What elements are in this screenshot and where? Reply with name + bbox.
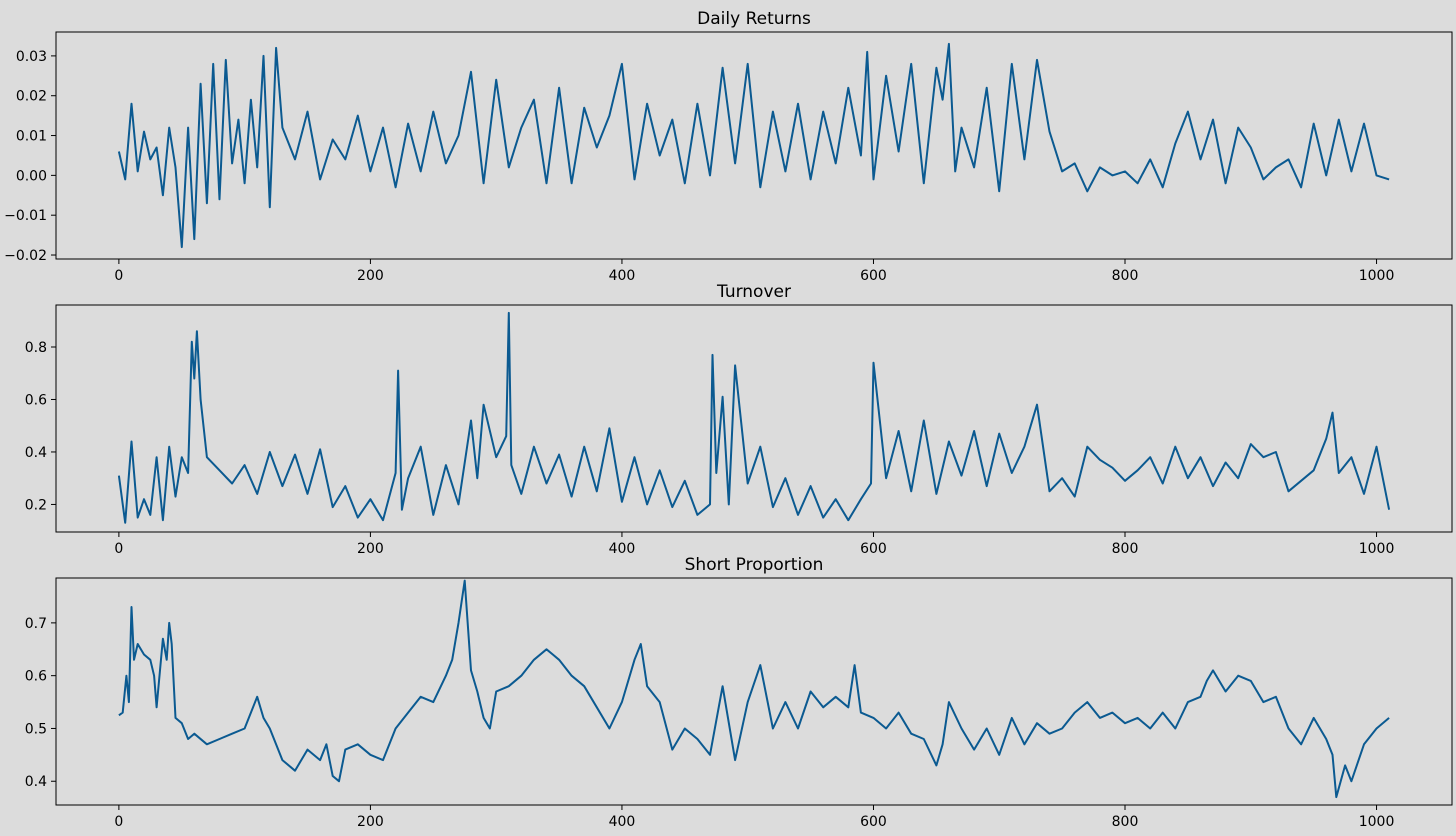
x-tick-label: 0 (114, 814, 123, 830)
x-tick-label: 400 (609, 541, 636, 557)
y-tick-label: 0.8 (25, 340, 47, 356)
x-tick-label: 200 (357, 268, 384, 284)
y-tick-label: 0.00 (16, 168, 47, 184)
x-tick-label: 1000 (1359, 814, 1395, 830)
x-tick-label: 800 (1112, 541, 1139, 557)
chart-title: Turnover (716, 282, 791, 302)
y-tick-label: 0.02 (16, 89, 47, 105)
x-tick-label: 600 (860, 814, 887, 830)
x-tick-label: 1000 (1359, 541, 1395, 557)
y-tick-label: −0.01 (4, 208, 47, 224)
chart-title: Short Proportion (685, 555, 824, 575)
x-tick-label: 400 (609, 814, 636, 830)
axes-frame (55, 577, 1453, 806)
y-tick-label: 0.6 (25, 392, 47, 408)
series-line (117, 42, 1390, 249)
series-line (118, 579, 1390, 799)
y-tick-label: 0.5 (25, 721, 47, 737)
x-tick-label: 1000 (1359, 268, 1395, 284)
x-tick-label: 800 (1112, 268, 1139, 284)
y-tick-label: 0.01 (16, 129, 47, 145)
chart-panel-2: Turnover 0 200 400 600 800 1000 0.2 0.4 0.6 0.8 (25, 282, 1453, 557)
x-tick-label: 400 (609, 268, 636, 284)
y-tick-label: 0.03 (16, 49, 47, 65)
x-tick-label: 600 (860, 541, 887, 557)
x-tick-label: 0 (114, 268, 123, 284)
x-tick-label: 600 (860, 268, 887, 284)
y-tick-label: 0.4 (25, 774, 47, 790)
y-tick-label: −0.02 (4, 248, 47, 264)
x-tick-label: 200 (357, 541, 384, 557)
series-line (117, 311, 1391, 524)
x-tick-label: 200 (357, 814, 384, 830)
chart-panel-1: Daily Returns 0 200 400 600 800 1000 −0.02 −0.01… (4, 9, 1453, 284)
chart-panel-3: Short Proportion 0 200 400 600 800 1000 0.4 0.5 0… (25, 555, 1453, 830)
x-tick-label: 800 (1112, 814, 1139, 830)
axes-frame (55, 304, 1453, 533)
y-tick-label: 0.7 (25, 616, 47, 632)
y-tick-label: 0.2 (25, 497, 47, 513)
y-tick-label: 0.6 (25, 669, 47, 685)
chart-title: Daily Returns (697, 9, 811, 29)
x-tick-label: 0 (114, 541, 123, 557)
axes-frame (55, 31, 1453, 260)
y-tick-label: 0.4 (25, 445, 47, 461)
